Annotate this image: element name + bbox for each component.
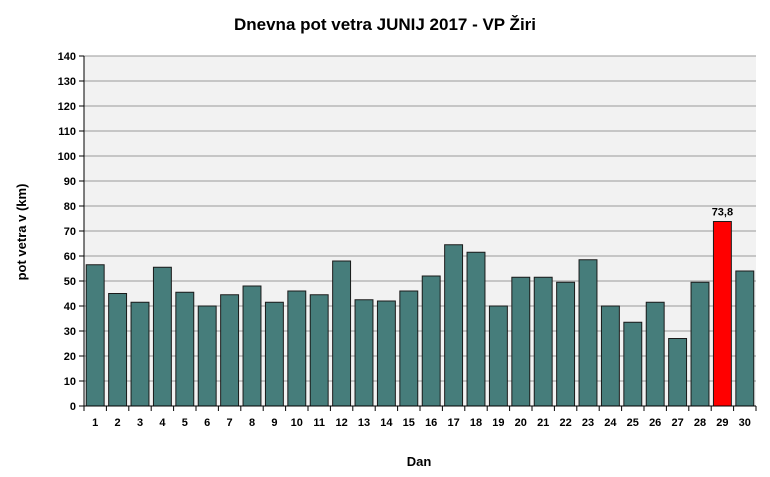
bar-day-26 <box>645 301 665 407</box>
bar-day-23 <box>578 259 598 407</box>
y-tick-label: 110 <box>58 126 76 138</box>
chart-title: Dnevna pot vetra JUNIJ 2017 - VP Žiri <box>234 15 536 34</box>
bar-day-27 <box>668 338 688 407</box>
y-tick-label: 50 <box>64 276 76 288</box>
bar-day-13 <box>354 299 374 407</box>
x-tick-label: 26 <box>649 417 661 429</box>
bar-day-4 <box>152 266 172 407</box>
x-tick-label: 15 <box>403 417 415 429</box>
bar-day-12 <box>332 260 352 407</box>
bar-day-8 <box>242 285 262 407</box>
x-tick-label: 30 <box>739 417 751 429</box>
data-labels: 73,8 <box>712 207 733 219</box>
x-tick-label: 22 <box>559 417 571 429</box>
bar-day-28 <box>690 281 710 407</box>
x-tick-label: 2 <box>115 417 121 429</box>
x-tick-label: 10 <box>291 417 303 429</box>
y-tick-label: 30 <box>64 326 76 338</box>
x-tick-label: 13 <box>358 417 370 429</box>
bar-day-15 <box>399 290 419 407</box>
bar-day-6 <box>197 305 217 407</box>
bar-day-25 <box>623 321 643 407</box>
bar-day-2 <box>108 293 128 407</box>
x-axis-ticks: 1 2 3 4 5 6 7 8 9 10 11 12 13 14 15 16 17 18 19 20 21 22 23 24 2… <box>83 406 757 429</box>
bar-day-10 <box>287 290 307 407</box>
y-axis-ticks: 0 10 20 30 40 50 60 70 80 90 100 110 120 130 140 <box>58 51 84 413</box>
bar-series <box>85 221 755 407</box>
x-tick-label: 6 <box>204 417 210 429</box>
x-tick-label: 19 <box>492 417 504 429</box>
x-tick-label: 3 <box>137 417 143 429</box>
bar-day-17 <box>444 244 464 407</box>
x-tick-label: 23 <box>582 417 594 429</box>
x-tick-label: 25 <box>627 417 639 429</box>
bar-day-1 <box>85 264 105 407</box>
x-tick-label: 24 <box>604 417 617 429</box>
x-tick-label: 14 <box>380 417 393 429</box>
x-axis-label: Dan <box>407 454 432 469</box>
bar-day-21 <box>533 276 553 407</box>
x-tick-label: 11 <box>313 417 325 429</box>
data-label-day-29: 73,8 <box>712 207 733 219</box>
bar-day-30 <box>735 270 755 407</box>
x-tick-label: 17 <box>447 417 459 429</box>
y-tick-label: 130 <box>58 76 76 88</box>
y-tick-label: 20 <box>64 351 76 363</box>
bar-day-20 <box>511 276 531 407</box>
x-tick-label: 4 <box>159 417 166 429</box>
bar-day-5 <box>175 291 195 407</box>
bar-day-24 <box>600 305 620 407</box>
x-tick-label: 20 <box>515 417 527 429</box>
bar-day-18 <box>466 251 486 407</box>
x-tick-label: 9 <box>271 417 277 429</box>
x-tick-label: 1 <box>92 417 98 429</box>
bar-day-14 <box>376 300 396 407</box>
bar-day-7 <box>220 294 240 407</box>
bar-day-11 <box>309 294 329 407</box>
x-tick-label: 27 <box>671 417 683 429</box>
y-tick-label: 100 <box>58 151 76 163</box>
x-tick-label: 28 <box>694 417 706 429</box>
y-tick-label: 80 <box>64 201 76 213</box>
bar-day-9 <box>264 301 284 407</box>
bar-day-3 <box>130 301 150 407</box>
x-tick-label: 21 <box>537 417 549 429</box>
axes <box>83 56 756 407</box>
bar-day-19 <box>488 305 508 407</box>
gridlines <box>84 55 756 382</box>
y-axis-label: pot vetra v (km) <box>14 184 29 281</box>
x-tick-label: 5 <box>182 417 188 429</box>
x-tick-label: 12 <box>335 417 347 429</box>
y-tick-label: 70 <box>64 226 76 238</box>
y-tick-label: 10 <box>64 376 76 388</box>
x-tick-label: 7 <box>227 417 233 429</box>
y-tick-label: 60 <box>64 251 76 263</box>
bar-highlighted-day-29 <box>712 221 732 407</box>
y-tick-label: 140 <box>58 51 76 63</box>
bar-day-16 <box>421 275 441 407</box>
y-tick-label: 40 <box>64 301 76 313</box>
x-tick-label: 18 <box>470 417 482 429</box>
y-tick-label: 0 <box>70 401 76 413</box>
y-tick-label: 90 <box>64 176 76 188</box>
bar-day-22 <box>556 281 576 407</box>
x-tick-label: 29 <box>716 417 728 429</box>
x-tick-label: 8 <box>249 417 255 429</box>
y-tick-label: 120 <box>58 101 76 113</box>
x-tick-label: 16 <box>425 417 437 429</box>
